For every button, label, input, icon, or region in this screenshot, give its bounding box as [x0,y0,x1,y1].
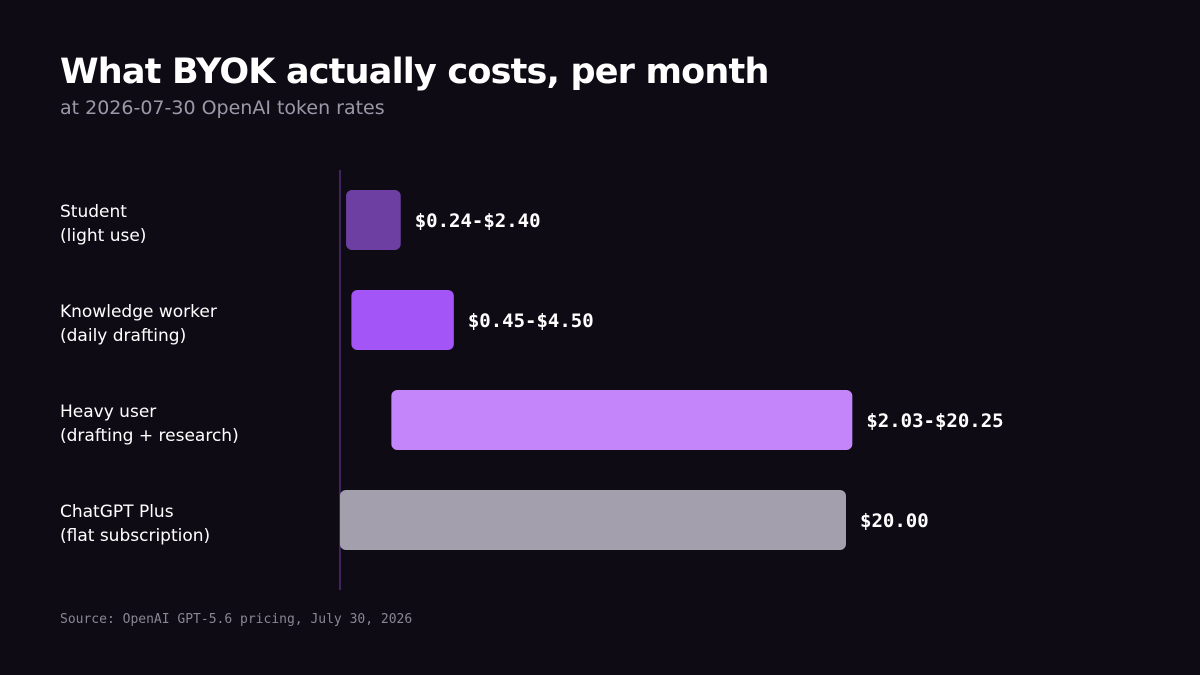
category-label: Heavy user (drafting + research) [60,402,239,446]
category-label-line1: Student [60,202,127,222]
category-label-line1: Heavy user [60,402,156,422]
category-label-line2: (daily drafting) [60,326,186,346]
category-label: Knowledge worker (daily drafting) [60,302,217,346]
chart-source: Source: OpenAI GPT-5.6 pricing, July 30,… [60,612,413,627]
value-label: $0.24-$2.40 [415,210,541,232]
category-label-line2: (drafting + research) [60,426,239,446]
category-label-line1: ChatGPT Plus [60,502,174,522]
bar [391,390,853,450]
value-label: $2.03-$20.25 [866,410,1003,432]
category-label-line1: Knowledge worker [60,302,217,322]
bar [351,290,454,350]
category-label: Student (light use) [60,202,146,246]
chart-title: What BYOK actually costs, per month [60,52,769,92]
bar [340,490,846,550]
value-label: $20.00 [860,510,929,532]
category-label: ChatGPT Plus (flat subscription) [60,502,210,546]
category-label-line2: (light use) [60,226,146,246]
chart-subtitle: at 2026-07-30 OpenAI token rates [60,97,385,119]
value-label: $0.45-$4.50 [468,310,594,332]
bar [346,190,401,250]
category-label-line2: (flat subscription) [60,526,210,546]
